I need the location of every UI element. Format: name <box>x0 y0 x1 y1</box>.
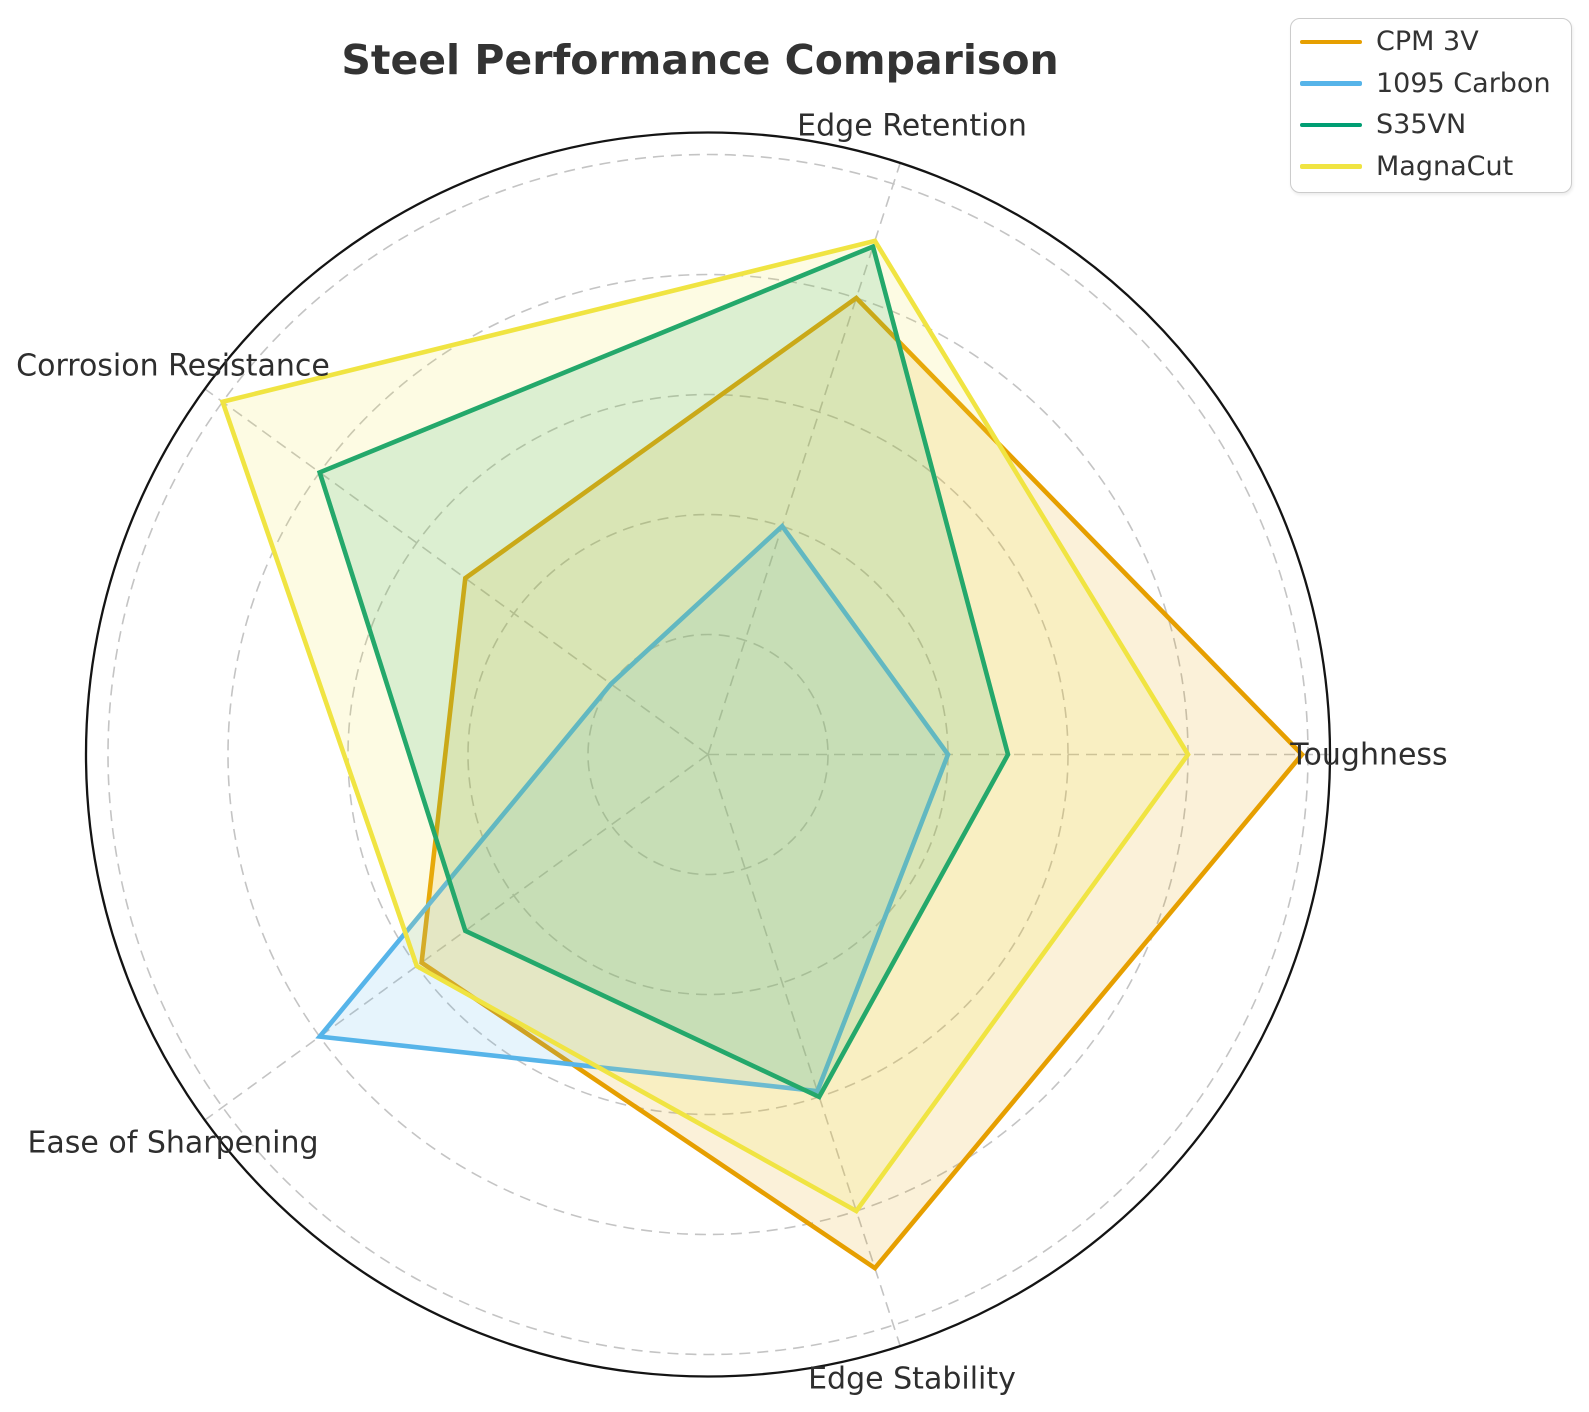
series-polygon-s35vn <box>316 243 1011 1100</box>
radar-series-layer <box>219 238 1306 1272</box>
chart-title: Steel Performance Comparison <box>341 36 1059 84</box>
legend-line-swatch <box>1300 122 1362 127</box>
series-polygon-cpm-3v <box>419 294 1306 1272</box>
axis-label-edge-retention: Edge Retention <box>797 108 1027 144</box>
legend-item: CPM 3V <box>1300 21 1571 63</box>
axis-label-ease-of-sharpening: Ease of Sharpening <box>27 1125 319 1161</box>
axis-label-corrosion-resistance: Corrosion Resistance <box>16 348 330 384</box>
outer-ring <box>84 131 1332 1378</box>
axis-label-edge-stability: Edge Stability <box>808 1361 1016 1397</box>
legend: CPM 3V 1095 Carbon S35VN MagnaCut <box>1290 18 1572 193</box>
axis-spoke-2 <box>204 388 709 756</box>
series-polygon-1095-carbon <box>315 522 951 1094</box>
legend-line-swatch <box>1300 39 1362 44</box>
series-polygon-magnacut <box>219 238 1191 1215</box>
legend-item-label: MagnaCut <box>1376 150 1514 182</box>
legend-item-label: S35VN <box>1376 109 1467 141</box>
axis-label-toughness: Toughness <box>1290 737 1448 773</box>
axis-spoke-3 <box>204 753 709 1121</box>
gridline-circle-2 <box>587 633 829 876</box>
legend-item-label: 1095 Carbon <box>1376 67 1551 99</box>
legend-line-swatch <box>1300 164 1362 169</box>
axis-spoke-1 <box>707 162 901 755</box>
legend-item-label: CPM 3V <box>1376 26 1479 58</box>
legend-item: S35VN <box>1300 104 1571 146</box>
legend-line-swatch <box>1300 81 1362 86</box>
axis-spoke-4 <box>707 754 901 1347</box>
legend-item: MagnaCut <box>1300 146 1571 188</box>
legend-item: 1095 Carbon <box>1300 63 1571 105</box>
